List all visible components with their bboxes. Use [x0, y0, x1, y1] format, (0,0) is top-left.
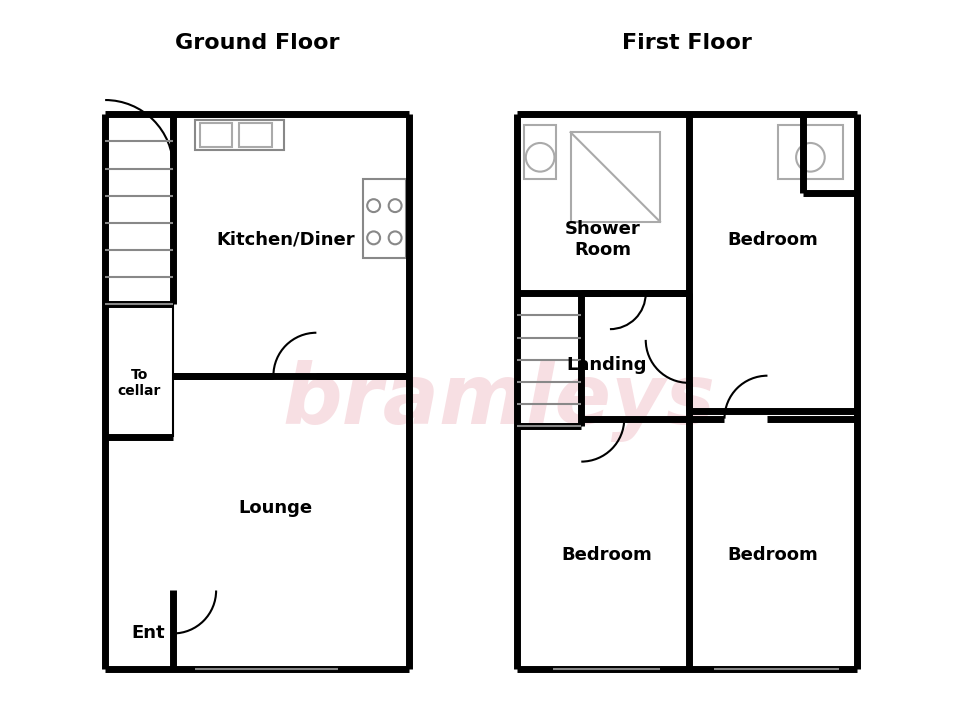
Text: Landing: Landing — [566, 356, 647, 374]
Bar — [239, 123, 271, 147]
Bar — [570, 132, 661, 221]
Bar — [200, 123, 232, 147]
Bar — [363, 179, 406, 258]
Bar — [524, 125, 557, 179]
Text: Bedroom: Bedroom — [727, 231, 818, 248]
Text: First Floor: First Floor — [622, 33, 752, 53]
Text: Kitchen/Diner: Kitchen/Diner — [217, 231, 355, 248]
Text: Bedroom: Bedroom — [561, 545, 652, 564]
Bar — [195, 120, 284, 150]
Bar — [778, 125, 843, 179]
Text: Ground Floor: Ground Floor — [175, 33, 339, 53]
Text: To
cellar: To cellar — [118, 368, 161, 398]
Text: Lounge: Lounge — [238, 499, 313, 517]
Text: Ent: Ent — [131, 624, 165, 642]
Text: Shower
Room: Shower Room — [564, 220, 641, 259]
Text: bramleys: bramleys — [282, 360, 715, 441]
Text: Bedroom: Bedroom — [727, 545, 818, 564]
